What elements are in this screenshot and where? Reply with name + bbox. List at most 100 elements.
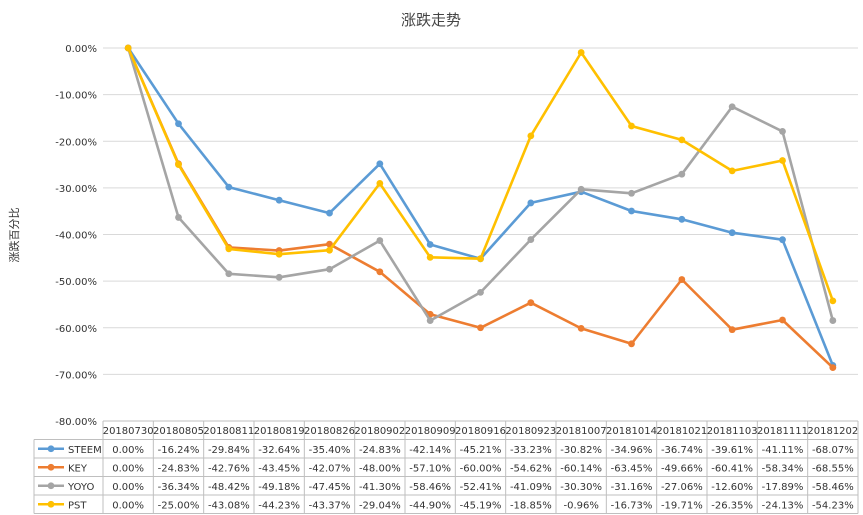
series-line-steem bbox=[126, 46, 835, 367]
data-label-pst: -54.23% bbox=[812, 500, 854, 511]
data-label-key: -49.66% bbox=[661, 463, 703, 474]
legend-marker-steem bbox=[47, 445, 55, 453]
y-tick-label: -10.00% bbox=[55, 91, 97, 102]
data-label-pst: 0.00% bbox=[112, 500, 144, 511]
legend-label-yoyo: YOYO bbox=[67, 482, 94, 493]
data-label-steem: 0.00% bbox=[112, 445, 144, 456]
legend-label-pst: PST bbox=[68, 500, 87, 511]
data-label-pst: -0.96% bbox=[563, 500, 598, 511]
data-label-pst: -43.08% bbox=[208, 500, 250, 511]
y-tick-labels: 0.00% -10.00% -20.00% -30.00% -40.00% -50.00%… bbox=[55, 44, 97, 428]
data-point-yoyo bbox=[628, 189, 635, 197]
data-point-pst bbox=[225, 245, 233, 253]
data-label-steem: -32.64% bbox=[258, 445, 300, 456]
data-point-steem bbox=[527, 199, 535, 207]
x-tick-label: 20180811 bbox=[203, 426, 254, 437]
data-point-steem bbox=[728, 229, 736, 237]
data-label-key: -48.00% bbox=[359, 463, 401, 474]
data-label-steem: -41.11% bbox=[762, 445, 804, 456]
data-point-pst bbox=[728, 167, 736, 175]
y-axis-label: 涨跌百分比 bbox=[7, 208, 21, 263]
data-label-key: -60.14% bbox=[560, 463, 602, 474]
data-label-yoyo: 0.00% bbox=[112, 482, 144, 493]
x-tick-label: 20181202 bbox=[807, 426, 858, 437]
data-point-key bbox=[779, 316, 786, 324]
data-label-steem: -45.21% bbox=[460, 445, 502, 456]
data-point-yoyo bbox=[326, 265, 333, 273]
x-tick-label: 20180805 bbox=[153, 426, 204, 437]
data-point-pst bbox=[678, 136, 686, 144]
data-label-yoyo: -48.42% bbox=[208, 482, 250, 493]
x-tick-label: 20181021 bbox=[656, 426, 707, 437]
data-label-steem: -34.96% bbox=[611, 445, 653, 456]
data-label-yoyo: -58.46% bbox=[409, 482, 451, 493]
legend-marker-pst bbox=[47, 500, 55, 508]
y-tick-label: -30.00% bbox=[55, 184, 97, 195]
data-label-steem: -68.07% bbox=[812, 445, 854, 456]
data-label-key: -63.45% bbox=[611, 463, 653, 474]
data-point-pst bbox=[829, 297, 837, 305]
data-label-steem: -29.84% bbox=[208, 445, 250, 456]
x-tick-label: 20181014 bbox=[606, 426, 657, 437]
y-tick-label: -40.00% bbox=[55, 231, 97, 242]
data-point-pst bbox=[426, 253, 434, 261]
data-label-steem: -36.74% bbox=[661, 445, 703, 456]
data-label-yoyo: -41.09% bbox=[510, 482, 552, 493]
data-point-key bbox=[829, 364, 837, 372]
data-label-key: -68.55% bbox=[812, 463, 854, 474]
x-tick-label: 20180902 bbox=[354, 426, 405, 437]
data-label-yoyo: -30.30% bbox=[560, 482, 602, 493]
data-point-yoyo bbox=[829, 317, 837, 324]
y-tick-label: -50.00% bbox=[55, 277, 97, 288]
data-point-pst bbox=[527, 132, 535, 140]
data-label-steem: -35.40% bbox=[309, 445, 351, 456]
series-lines bbox=[124, 44, 837, 372]
data-point-pst bbox=[124, 44, 132, 52]
data-label-yoyo: -49.18% bbox=[258, 482, 300, 493]
data-point-pst bbox=[376, 179, 384, 187]
data-label-steem: -33.23% bbox=[510, 445, 552, 456]
data-point-pst bbox=[779, 157, 786, 164]
data-label-pst: -26.35% bbox=[711, 500, 753, 511]
data-label-yoyo: -58.46% bbox=[812, 482, 854, 493]
data-point-steem bbox=[779, 236, 786, 244]
series-line-yoyo bbox=[126, 46, 835, 322]
data-point-pst bbox=[577, 49, 585, 56]
data-point-yoyo bbox=[728, 103, 736, 111]
y-tick-label: -20.00% bbox=[55, 137, 97, 148]
data-label-key: -60.00% bbox=[460, 463, 502, 474]
data-label-pst: -44.90% bbox=[409, 500, 451, 511]
data-point-yoyo bbox=[426, 317, 434, 324]
x-tick-label: 20180909 bbox=[405, 426, 456, 437]
y-tick-label: 0.00% bbox=[65, 44, 97, 55]
data-point-yoyo bbox=[175, 214, 182, 221]
data-point-yoyo bbox=[477, 288, 484, 296]
data-point-yoyo bbox=[275, 273, 283, 281]
data-label-steem: -30.82% bbox=[560, 445, 602, 456]
series-line-pst bbox=[126, 46, 835, 303]
data-label-key: -43.45% bbox=[258, 463, 300, 474]
data-point-steem bbox=[628, 207, 635, 215]
data-label-pst: -44.23% bbox=[258, 500, 300, 511]
data-point-yoyo bbox=[376, 237, 384, 244]
legend-marker-yoyo bbox=[47, 482, 55, 490]
data-point-key bbox=[477, 324, 484, 332]
data-point-pst bbox=[275, 250, 283, 258]
y-tick-label: -60.00% bbox=[55, 324, 97, 335]
x-tick-label: 20180819 bbox=[254, 426, 305, 437]
data-label-yoyo: -52.41% bbox=[460, 482, 502, 493]
data-point-key bbox=[728, 326, 736, 334]
data-point-pst bbox=[628, 122, 635, 130]
data-point-yoyo bbox=[577, 185, 585, 193]
data-label-yoyo: -12.60% bbox=[711, 482, 753, 493]
data-label-pst: -18.85% bbox=[510, 500, 552, 511]
data-label-steem: -24.83% bbox=[359, 445, 401, 456]
data-label-pst: -43.37% bbox=[309, 500, 351, 511]
legend-marker-key bbox=[47, 463, 55, 471]
x-tick-label: 20180826 bbox=[304, 426, 355, 437]
data-label-pst: -16.73% bbox=[611, 500, 653, 511]
data-point-pst bbox=[175, 161, 182, 168]
series-line-key bbox=[126, 46, 835, 369]
